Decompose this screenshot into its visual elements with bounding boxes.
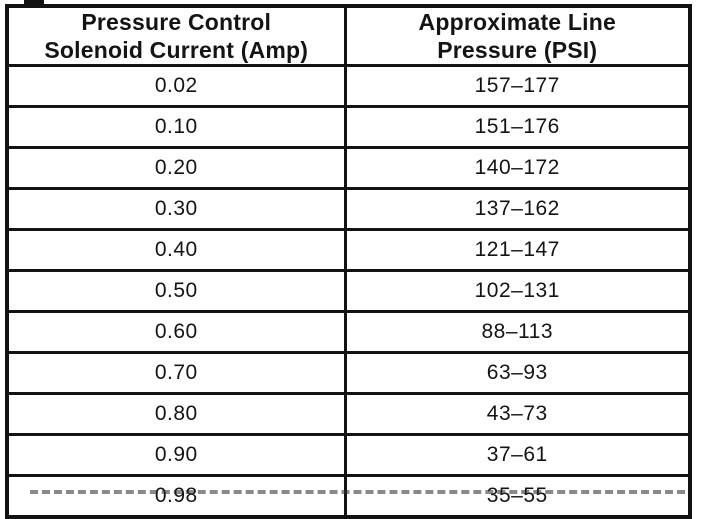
amp-cell: 0.98: [5, 474, 347, 519]
table-row: 0.02 157–177: [5, 64, 692, 109]
pressure-spec-table: Pressure Control Solenoid Current (Amp) …: [5, 4, 692, 519]
scan-artifact-top: [24, 0, 44, 5]
table-row: 0.90 37–61: [5, 433, 692, 478]
psi-cell: 121–147: [343, 228, 692, 273]
psi-cell: 137–162: [343, 187, 692, 232]
scanned-page: Pressure Control Solenoid Current (Amp) …: [5, 0, 692, 519]
scan-artifact-bottom: [30, 490, 685, 494]
psi-cell: 102–131: [343, 269, 692, 314]
table-row: 0.30 137–162: [5, 187, 692, 232]
amp-cell: 0.30: [5, 187, 347, 232]
header-row: Pressure Control Solenoid Current (Amp) …: [5, 4, 692, 68]
amp-cell: 0.90: [5, 433, 347, 478]
psi-header-line-1: Approximate Line: [418, 9, 616, 35]
psi-cell: 151–176: [343, 105, 692, 150]
psi-header-line-2: Pressure (PSI): [437, 37, 598, 64]
table-row: 0.50 102–131: [5, 269, 692, 314]
psi-column-header: Approximate Line Pressure (PSI): [343, 4, 692, 68]
amp-header-line-2: Solenoid Current (Amp): [44, 37, 309, 64]
psi-cell: 37–61: [343, 433, 692, 478]
amp-cell: 0.60: [5, 310, 347, 355]
amp-cell: 0.20: [5, 146, 347, 191]
table-row: 0.20 140–172: [5, 146, 692, 191]
amp-cell: 0.70: [5, 351, 347, 396]
amp-cell: 0.80: [5, 392, 347, 437]
table-row: 0.60 88–113: [5, 310, 692, 355]
amp-cell: 0.50: [5, 269, 347, 314]
amp-cell: 0.10: [5, 105, 347, 150]
psi-cell: 63–93: [343, 351, 692, 396]
table-row: 0.40 121–147: [5, 228, 692, 273]
table-row: 0.98 35–55: [5, 474, 692, 519]
psi-cell: 35–55: [343, 474, 692, 519]
psi-cell: 157–177: [343, 64, 692, 109]
table-row: 0.70 63–93: [5, 351, 692, 396]
table-row: 0.10 151–176: [5, 105, 692, 150]
psi-cell: 43–73: [343, 392, 692, 437]
amp-header-line-1: Pressure Control: [81, 9, 272, 35]
amp-column-header: Pressure Control Solenoid Current (Amp): [5, 4, 347, 68]
psi-cell: 140–172: [343, 146, 692, 191]
psi-cell: 88–113: [343, 310, 692, 355]
amp-cell: 0.40: [5, 228, 347, 273]
amp-cell: 0.02: [5, 64, 347, 109]
table-row: 0.80 43–73: [5, 392, 692, 437]
